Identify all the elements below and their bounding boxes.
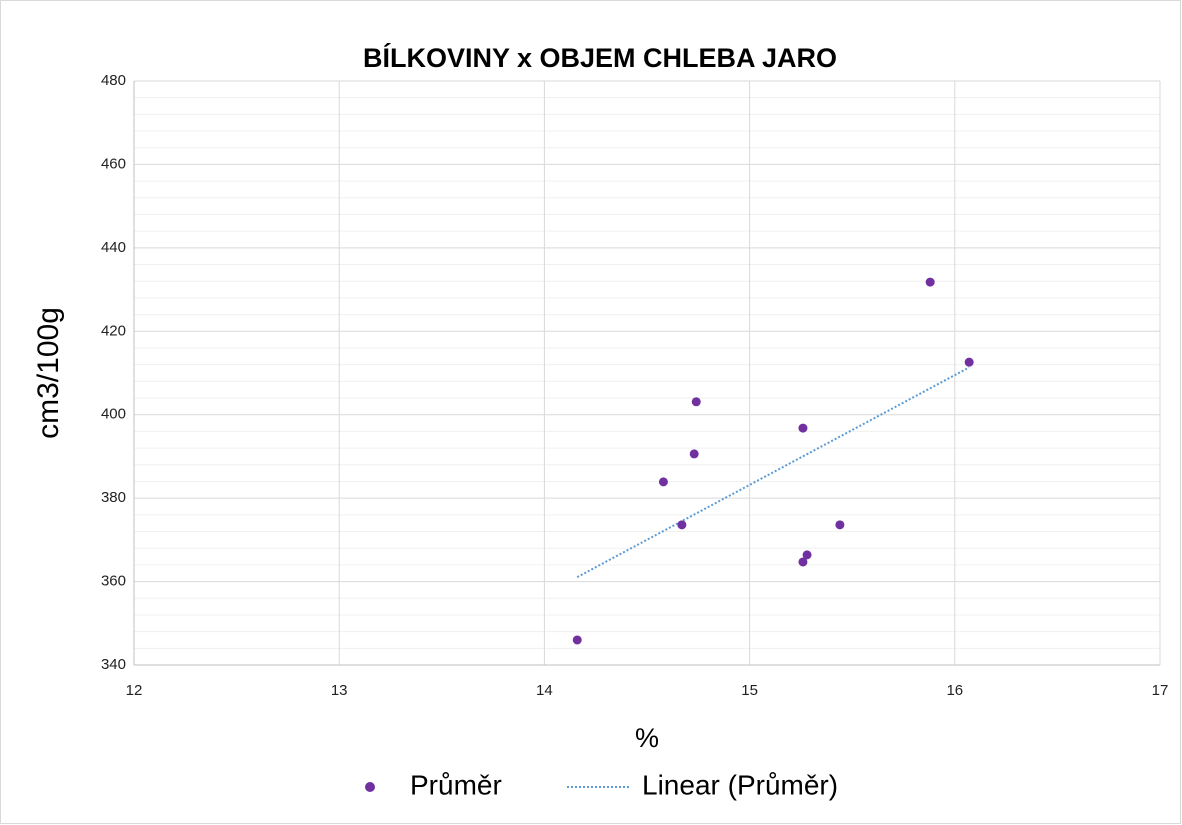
point — [677, 520, 687, 530]
x-tick-label: 14 — [536, 682, 553, 699]
legend-label: Linear (Průměr) — [642, 769, 838, 800]
y-tick-label: 460 — [101, 155, 126, 172]
y-axis-label: cm3/100g — [32, 307, 65, 439]
point — [691, 397, 701, 407]
x-tick-label: 16 — [946, 682, 963, 699]
y-tick-label: 440 — [101, 239, 126, 256]
legend-label: Průměr — [410, 769, 502, 800]
x-tick-label: 12 — [126, 682, 143, 699]
point — [658, 477, 668, 487]
point — [802, 550, 812, 560]
x-tick-label: 13 — [331, 682, 348, 699]
y-tick-label: 400 — [101, 406, 126, 423]
y-tick-label: 340 — [101, 656, 126, 673]
y-tick-label: 480 — [101, 72, 126, 89]
y-tick-label: 360 — [101, 573, 126, 590]
legend-marker — [365, 782, 375, 792]
x-axis-label: % — [635, 723, 659, 753]
point — [798, 557, 808, 567]
x-tick-label: 17 — [1152, 682, 1169, 699]
point — [925, 277, 935, 287]
point — [964, 357, 974, 367]
point — [572, 635, 582, 645]
point — [798, 423, 808, 433]
chart-title: BÍLKOVINY x OBJEM CHLEBA JARO — [363, 42, 837, 73]
y-tick-label: 420 — [101, 322, 126, 339]
y-tick-label: 380 — [101, 489, 126, 506]
point — [835, 520, 845, 530]
x-tick-label: 15 — [741, 682, 758, 699]
point — [689, 449, 699, 459]
